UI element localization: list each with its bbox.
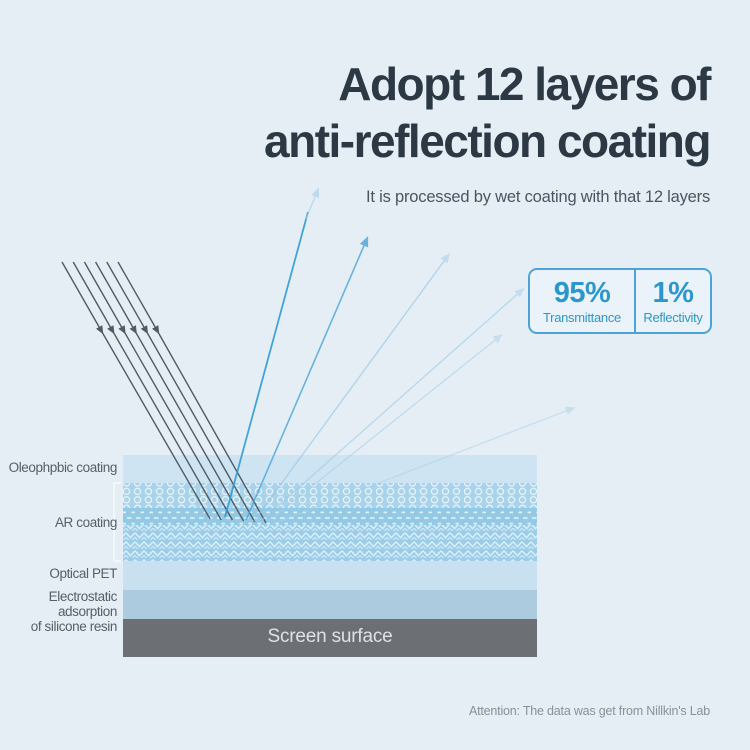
layer-oleophobic-coating <box>123 455 537 483</box>
stats-box: 95% Transmittance 1% Reflectivity <box>528 268 712 334</box>
incident-ray <box>94 261 245 522</box>
reflectivity-stat: 1% Reflectivity <box>634 270 710 332</box>
transmittance-value: 95% <box>553 276 611 309</box>
label-electrostatic-line1: Electrostatic adsorption <box>48 589 118 619</box>
reflectivity-label: Reflectivity <box>643 309 703 325</box>
incident-ray <box>72 261 222 521</box>
incident-ray <box>117 261 267 524</box>
page-title: Adopt 12 layers of anti-reflection coati… <box>150 56 711 170</box>
label-optical-pet: Optical PET <box>49 566 117 581</box>
page-title-line1: Adopt 12 layers of <box>338 58 711 110</box>
incident-rays <box>61 261 267 524</box>
layer-ar-rings <box>123 483 537 508</box>
label-screen-surface: Screen surface <box>267 626 393 647</box>
page-subtitle: It is processed by wet coating with that… <box>365 188 710 206</box>
reflected-ray <box>224 211 309 518</box>
transmittance-label: Transmittance <box>543 309 621 325</box>
label-ar-coating: AR coating <box>54 515 117 530</box>
reflected-ray <box>259 287 525 523</box>
layer-ar-dashes <box>123 508 537 525</box>
label-electrostatic-adsorption: Electrostatic adsorption of silicone res… <box>0 589 118 634</box>
reflected-rays <box>224 187 576 525</box>
transmittance-stat: 95% Transmittance <box>530 270 634 332</box>
reflected-ray <box>245 236 369 521</box>
page-title-line2: anti-reflection coating <box>264 115 711 167</box>
layer-ar-herringbone <box>123 525 537 561</box>
reflected-ray <box>253 253 450 522</box>
reflected-ray <box>265 333 503 524</box>
layer-electrostatic <box>123 590 537 619</box>
label-oleophobic-coating: Oleophpbic coating <box>8 460 118 475</box>
footnote: Attention: The data was get from Nillkin… <box>468 704 710 718</box>
label-electrostatic-line2: of silicone resin <box>30 619 118 634</box>
reflected-ray <box>271 406 576 525</box>
incident-ray <box>61 261 211 520</box>
incident-ray <box>83 261 234 521</box>
layer-optical-pet <box>123 561 537 590</box>
incident-ray <box>106 261 256 523</box>
reflectivity-value: 1% <box>652 276 694 309</box>
